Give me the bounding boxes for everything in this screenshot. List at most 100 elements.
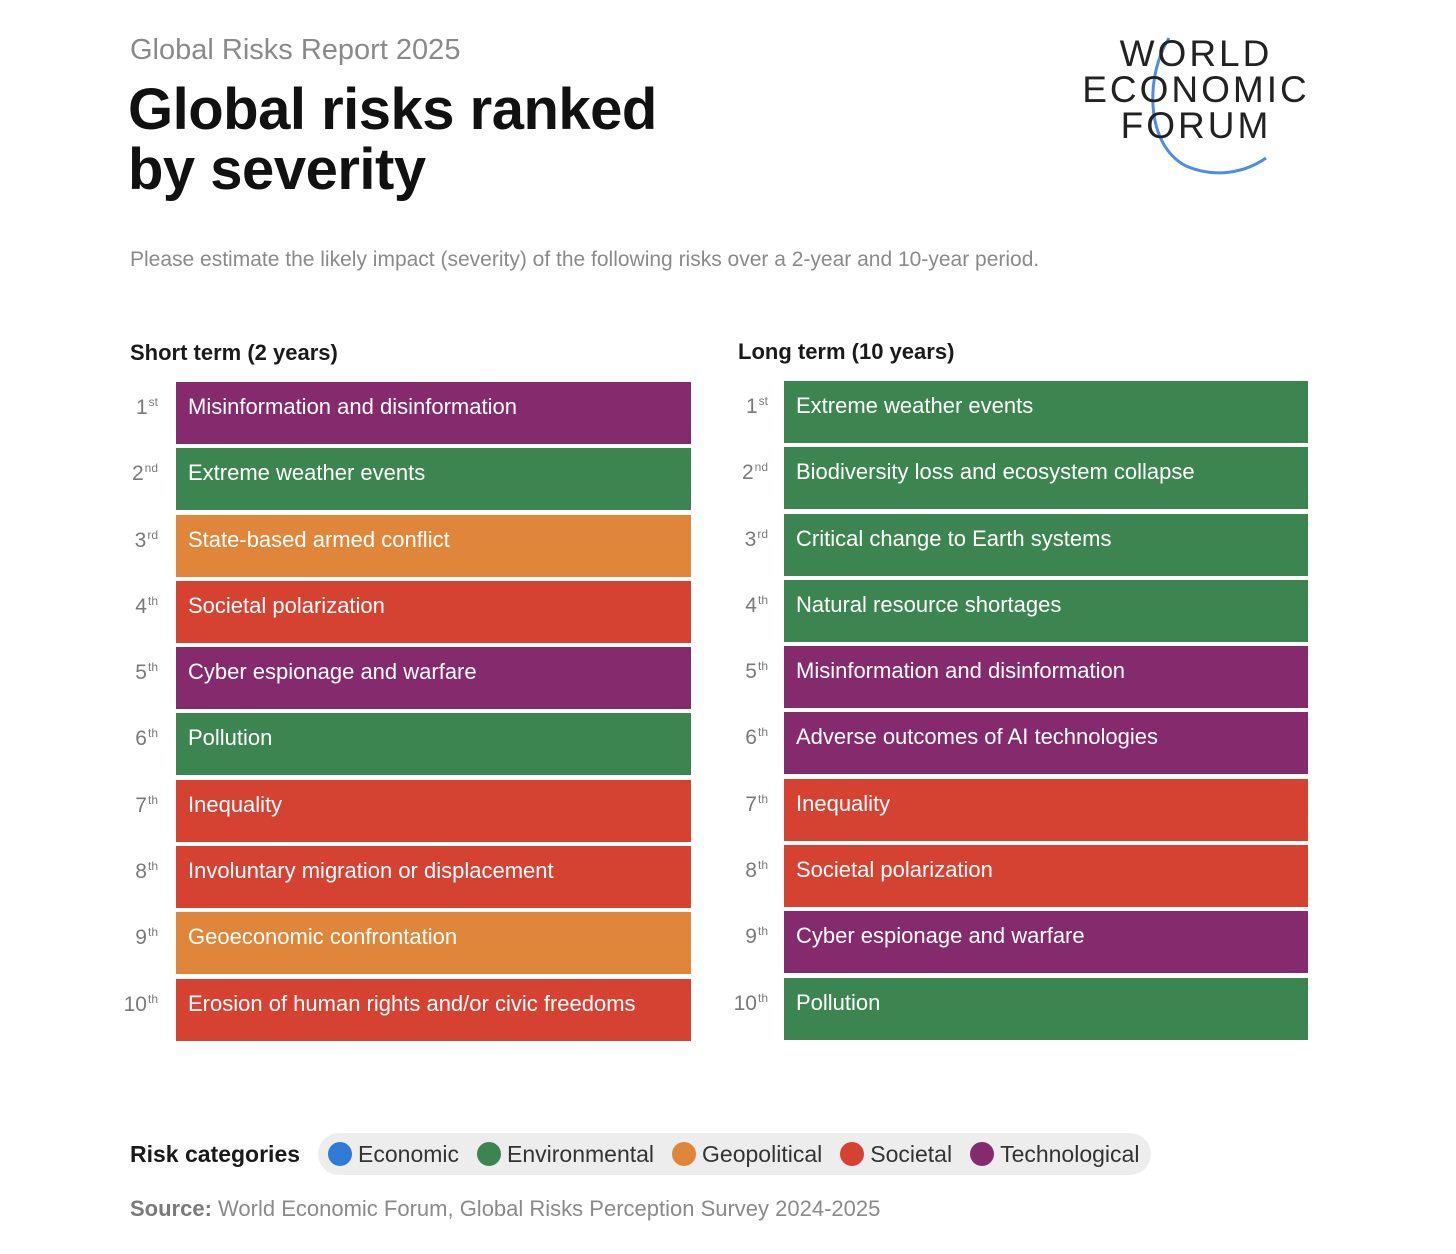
legend-dot-icon [840, 1142, 865, 1166]
source-label: Source: [130, 1196, 212, 1221]
risk-bar: Erosion of human rights and/or civic fre… [176, 978, 691, 1041]
rank-label: 7th [118, 793, 158, 818]
rank-label: 8th [118, 859, 158, 884]
legend-item: Technological [970, 1141, 1139, 1168]
logo-arc-icon [1151, 37, 1267, 175]
risk-row: 2nd Biodiversity loss and ecosystem colla… [728, 447, 1328, 513]
rank-label: 5th [118, 660, 158, 685]
risk-bar: Societal polarization [176, 580, 691, 643]
risk-row: 10th Erosion of human rights and/or civic… [118, 978, 718, 1045]
legend-dot-icon [970, 1142, 995, 1166]
legend-dot-icon [477, 1142, 502, 1166]
rank-suffix: th [757, 924, 768, 939]
rank-number: 3 [744, 527, 757, 551]
legend-title: Risk categories [130, 1140, 301, 1167]
rank-number: 1 [745, 395, 758, 418]
risk-bar: Pollution [176, 713, 691, 776]
long-term-list: 1st Extreme weather events 2nd Biodiversity… [728, 381, 1328, 1044]
rank-suffix: th [757, 990, 768, 1005]
long-term-column: Long term (10 years) 1st Extreme weather … [728, 339, 1328, 1044]
rank-number: 8 [745, 859, 757, 883]
rank-number: 2 [131, 462, 144, 486]
rank-label: 6th [728, 725, 768, 750]
logo-line-forum: FORUM [1120, 105, 1272, 146]
rank-label: 10th [118, 991, 158, 1017]
rank-label: 3rd [728, 527, 768, 552]
legend-label: Economic [358, 1140, 460, 1167]
rank-suffix: th [147, 726, 158, 741]
wef-logo: WORLD ECONOMIC FORUM [1076, 34, 1316, 179]
logo-line-economic: ECONOMIC [1082, 69, 1310, 110]
short-term-column: Short term (2 years) 1st Misinformation a… [118, 340, 718, 1045]
risk-bar: State-based armed conflict [176, 514, 691, 577]
risk-bar: Inequality [176, 779, 691, 842]
rank-suffix: th [147, 991, 158, 1006]
risk-bar: Pollution [784, 977, 1308, 1040]
rank-number: 1 [135, 396, 148, 419]
rank-suffix: th [757, 858, 768, 873]
risk-bar: Inequality [784, 778, 1308, 841]
rank-suffix: th [757, 659, 768, 674]
rank-label: 8th [728, 858, 768, 883]
rank-number: 4 [135, 594, 147, 618]
legend: Risk categories Economic Environmental Geo… [130, 1133, 1152, 1175]
risk-row: 4th Societal polarization [118, 580, 718, 647]
rank-label: 4th [728, 593, 768, 618]
risk-row: 2nd Extreme weather events [118, 448, 718, 514]
rank-number: 9 [135, 926, 147, 950]
rank-suffix: th [757, 791, 768, 806]
rank-label: 3rd [118, 527, 158, 553]
risk-row: 5th Cyber espionage and warfare [118, 647, 718, 713]
rank-label: 7th [728, 791, 768, 817]
rank-number: 7 [135, 793, 147, 817]
rank-number: 6 [135, 727, 147, 751]
risk-row: 8th Societal polarization [728, 845, 1328, 911]
rank-label: 4th [118, 593, 158, 619]
risk-row: 7th Inequality [728, 778, 1328, 845]
page-title-line-2: by severity [128, 137, 426, 202]
rank-number: 4 [745, 593, 757, 617]
rank-label: 1st [118, 395, 158, 420]
survey-question: Please estimate the likely impact (sever… [130, 248, 1040, 271]
rank-suffix: th [147, 593, 158, 608]
legend-dot-icon [672, 1142, 697, 1166]
risk-row: 9th Cyber espionage and warfare [728, 911, 1328, 977]
short-term-list: 1st Misinformation and disinformation 2nd E… [118, 382, 718, 1045]
risk-row: 4th Natural resource shortages [728, 579, 1328, 646]
rank-suffix: nd [754, 460, 768, 475]
logo-line-world: WORLD [1119, 33, 1273, 74]
risk-row: 1st Misinformation and disinformation [118, 382, 718, 448]
risk-row: 1st Extreme weather events [728, 381, 1328, 447]
source-text: World Economic Forum, Global Risks Perce… [211, 1196, 881, 1221]
risk-row: 3rd State-based armed conflict [118, 514, 718, 581]
rank-suffix: st [148, 395, 158, 409]
legend-item: Environmental [477, 1141, 654, 1168]
rank-label: 9th [728, 924, 768, 949]
rank-label: 10th [728, 990, 768, 1016]
rank-number: 5 [135, 661, 147, 685]
rank-number: 2 [741, 461, 754, 485]
risk-bar: Cyber espionage and warfare [784, 911, 1308, 974]
rank-number: 10 [123, 992, 147, 1016]
legend-dot-icon [328, 1142, 353, 1166]
legend-label: Geopolitical [702, 1140, 823, 1167]
rank-suffix: nd [144, 461, 158, 476]
legend-label: Societal [870, 1140, 953, 1167]
rank-number: 7 [745, 792, 757, 816]
risk-bar: Biodiversity loss and ecosystem collapse [784, 447, 1308, 510]
risk-row: 7th Inequality [118, 779, 718, 846]
rank-suffix: th [147, 925, 158, 940]
risk-row: 3rd Critical change to Earth systems [728, 513, 1328, 580]
risk-row: 9th Geoeconomic confrontation [118, 912, 718, 978]
risk-bar: Critical change to Earth systems [784, 513, 1308, 576]
risk-bar: Involuntary migration or displacement [176, 846, 691, 909]
legend-label: Environmental [507, 1140, 655, 1167]
rank-label: 1st [728, 394, 768, 419]
page-title-line-1: Global risks ranked [128, 77, 657, 142]
rank-suffix: rd [147, 527, 158, 542]
rank-number: 8 [135, 860, 147, 884]
risk-row: 5th Misinformation and disinformation [728, 646, 1328, 712]
rank-suffix: th [147, 859, 158, 874]
risk-bar: Geoeconomic confrontation [176, 912, 691, 975]
legend-item: Economic [328, 1141, 459, 1168]
